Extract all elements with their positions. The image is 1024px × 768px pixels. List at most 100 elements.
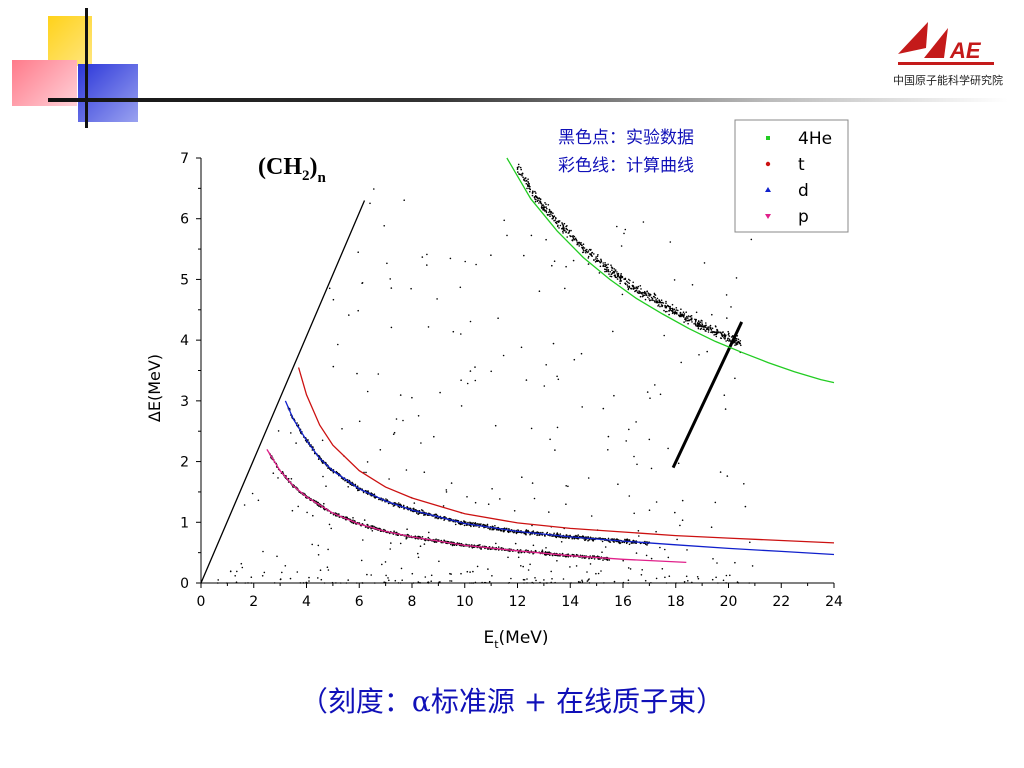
data-point [466, 570, 469, 573]
data-point [538, 202, 540, 204]
data-point [356, 485, 359, 488]
legend-marker [765, 187, 771, 192]
data-point [529, 563, 531, 566]
data-point [597, 260, 600, 262]
data-point [453, 544, 456, 546]
data-point [523, 579, 526, 581]
data-point [554, 217, 557, 219]
data-point [331, 581, 334, 584]
x-tick-label: 8 [408, 594, 417, 610]
data-point [427, 582, 430, 584]
data-point [649, 293, 651, 295]
data-point [466, 496, 468, 498]
data-point [629, 279, 631, 282]
data-point [697, 320, 700, 322]
data-point [562, 226, 564, 228]
data-point [570, 229, 572, 232]
data-point [638, 292, 641, 294]
data-point [519, 166, 522, 169]
data-point [559, 533, 562, 535]
data-point [650, 296, 653, 299]
data-point [711, 578, 714, 581]
data-point [630, 288, 633, 290]
data-point [460, 333, 462, 335]
data-point [586, 248, 588, 251]
data-point [534, 577, 536, 579]
data-point [711, 327, 714, 330]
institute-name: 中国原子能科学研究院 [893, 74, 1003, 87]
data-point [524, 532, 526, 535]
data-point [727, 330, 729, 333]
data-point [686, 317, 688, 319]
data-point [247, 582, 249, 584]
data-point [638, 535, 640, 537]
data-point [561, 552, 564, 555]
data-point [611, 269, 613, 272]
data-point [664, 310, 667, 313]
data-point [366, 461, 369, 463]
data-point [646, 391, 649, 393]
data-point [588, 557, 590, 560]
data-point [577, 243, 579, 245]
data-point [373, 525, 375, 528]
data-point [381, 563, 383, 566]
data-point [626, 284, 629, 286]
data-point [627, 567, 630, 569]
data-point [297, 424, 300, 426]
data-point [494, 525, 496, 527]
data-point [445, 489, 448, 491]
data-point [728, 335, 731, 337]
x-tick-label: 10 [456, 594, 474, 610]
data-point [497, 546, 500, 548]
data-point [448, 520, 450, 522]
data-point [581, 557, 583, 559]
data-point [367, 490, 370, 492]
data-point [250, 576, 253, 578]
data-point [673, 313, 676, 315]
data-point [250, 582, 253, 584]
data-point [365, 471, 367, 474]
data-point [234, 575, 236, 577]
data-point [702, 326, 704, 328]
data-point [420, 442, 422, 444]
data-point [474, 366, 476, 368]
data-point [697, 327, 700, 330]
data-point [357, 489, 359, 492]
data-point [667, 556, 670, 559]
data-point [682, 311, 685, 314]
data-point [315, 500, 317, 503]
data-point [450, 543, 452, 546]
data-point [650, 299, 652, 301]
data-point [550, 570, 552, 573]
data-point [319, 569, 322, 571]
data-point [541, 550, 543, 553]
data-point [417, 581, 420, 583]
data-point [600, 260, 603, 263]
data-point [549, 438, 551, 441]
data-point [532, 544, 535, 547]
data-point [593, 259, 595, 261]
data-point [660, 301, 662, 304]
data-point [564, 287, 566, 290]
data-point [557, 224, 559, 227]
data-point [590, 557, 593, 560]
data-point [478, 526, 480, 528]
data-point [491, 575, 493, 577]
data-point [604, 270, 606, 273]
data-point [443, 519, 445, 521]
data-point [443, 539, 446, 542]
data-point [565, 225, 567, 228]
data-point [568, 537, 570, 540]
y-tick-label: 1 [180, 515, 189, 531]
data-point [548, 213, 550, 216]
data-point [674, 511, 676, 514]
note-line: 彩色线：计算曲线 [558, 156, 694, 176]
data-point [377, 373, 380, 375]
data-point [546, 531, 549, 534]
data-point [644, 298, 647, 301]
series-line-4He [506, 157, 835, 384]
data-point [545, 554, 548, 556]
data-point [474, 522, 477, 524]
data-point [521, 476, 523, 479]
y-axis-label: ΔE(MeV) [145, 354, 164, 422]
